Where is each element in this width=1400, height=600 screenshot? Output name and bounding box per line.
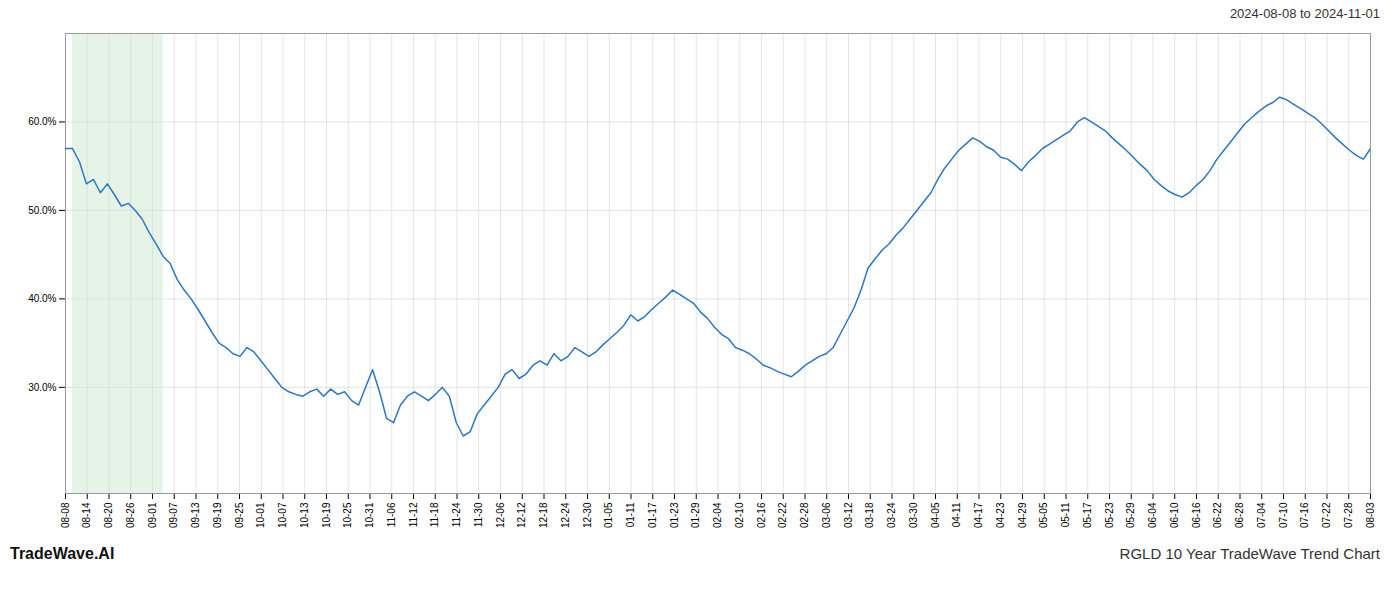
svg-text:01-05: 01-05 [603,502,614,528]
svg-text:02-22: 02-22 [777,502,788,528]
svg-text:04-29: 04-29 [1017,502,1028,528]
svg-text:03-12: 03-12 [843,502,854,528]
svg-text:11-12: 11-12 [408,502,419,527]
html-text:2024-08-08 to 2024-11-01: 2024-08-08 to 2024-11-01 [1229,6,1380,21]
svg-text:10-19: 10-19 [321,502,332,528]
svg-text:60.0%: 60.0% [28,116,56,127]
svg-text:07-28: 07-28 [1343,502,1354,528]
svg-text:10-07: 10-07 [277,502,288,528]
svg-text:03-18: 03-18 [864,502,875,528]
svg-text:01-17: 01-17 [647,502,658,528]
svg-text:02-10: 02-10 [734,502,745,528]
svg-text:07-16: 07-16 [1299,502,1310,528]
svg-text:07-04: 07-04 [1256,502,1267,528]
html-text:TradeWave.AI: TradeWave.AI [10,545,115,562]
svg-text:01-11: 01-11 [625,502,636,527]
svg-text:11-30: 11-30 [473,502,484,527]
svg-text:02-04: 02-04 [712,502,723,528]
svg-text:07-10: 07-10 [1278,502,1289,528]
svg-text:05-05: 05-05 [1038,502,1049,528]
svg-text:08-08: 08-08 [60,502,71,528]
svg-text:08-14: 08-14 [81,502,92,528]
svg-text:09-13: 09-13 [190,502,201,528]
svg-text:05-17: 05-17 [1082,502,1093,528]
html-text:RGLD 10 Year TradeWave Trend C: RGLD 10 Year TradeWave Trend Chart [1119,545,1380,562]
svg-text:02-16: 02-16 [756,502,767,528]
svg-text:40.0%: 40.0% [28,293,56,304]
svg-text:08-26: 08-26 [125,502,136,528]
svg-text:10-01: 10-01 [255,502,266,528]
svg-text:04-05: 04-05 [930,502,941,528]
svg-text:10-31: 10-31 [364,502,375,528]
svg-text:09-19: 09-19 [212,502,223,528]
svg-text:11-18: 11-18 [429,502,440,527]
svg-text:04-11: 04-11 [951,502,962,527]
svg-text:07-22: 07-22 [1321,502,1332,528]
svg-text:50.0%: 50.0% [28,205,56,216]
svg-text:06-10: 06-10 [1169,502,1180,528]
svg-text:06-28: 06-28 [1234,502,1245,528]
svg-text:12-18: 12-18 [538,502,549,528]
svg-text:04-23: 04-23 [995,502,1006,528]
svg-text:06-04: 06-04 [1147,502,1158,528]
svg-text:05-29: 05-29 [1125,502,1136,528]
svg-text:12-24: 12-24 [560,502,571,528]
svg-text:09-01: 09-01 [147,502,158,528]
svg-text:12-30: 12-30 [582,502,593,528]
svg-text:08-20: 08-20 [103,502,114,528]
svg-text:03-30: 03-30 [908,502,919,528]
svg-text:03-24: 03-24 [886,502,897,528]
svg-text:11-06: 11-06 [386,502,397,527]
svg-text:01-23: 01-23 [669,502,680,528]
svg-text:06-16: 06-16 [1191,502,1202,528]
svg-text:03-06: 03-06 [821,502,832,528]
svg-text:12-06: 12-06 [495,502,506,528]
svg-text:09-25: 09-25 [234,502,245,528]
svg-text:01-29: 01-29 [690,502,701,528]
svg-text:05-23: 05-23 [1104,502,1115,528]
svg-text:30.0%: 30.0% [28,382,56,393]
svg-text:02-28: 02-28 [799,502,810,528]
svg-text:11-24: 11-24 [451,502,462,527]
svg-text:08-03: 08-03 [1365,502,1376,528]
svg-text:05-11: 05-11 [1060,502,1071,527]
svg-text:10-13: 10-13 [299,502,310,528]
svg-text:09-07: 09-07 [168,502,179,528]
svg-text:10-25: 10-25 [342,502,353,528]
svg-text:06-22: 06-22 [1212,502,1223,528]
svg-text:04-17: 04-17 [973,502,984,528]
svg-text:12-12: 12-12 [516,502,527,528]
